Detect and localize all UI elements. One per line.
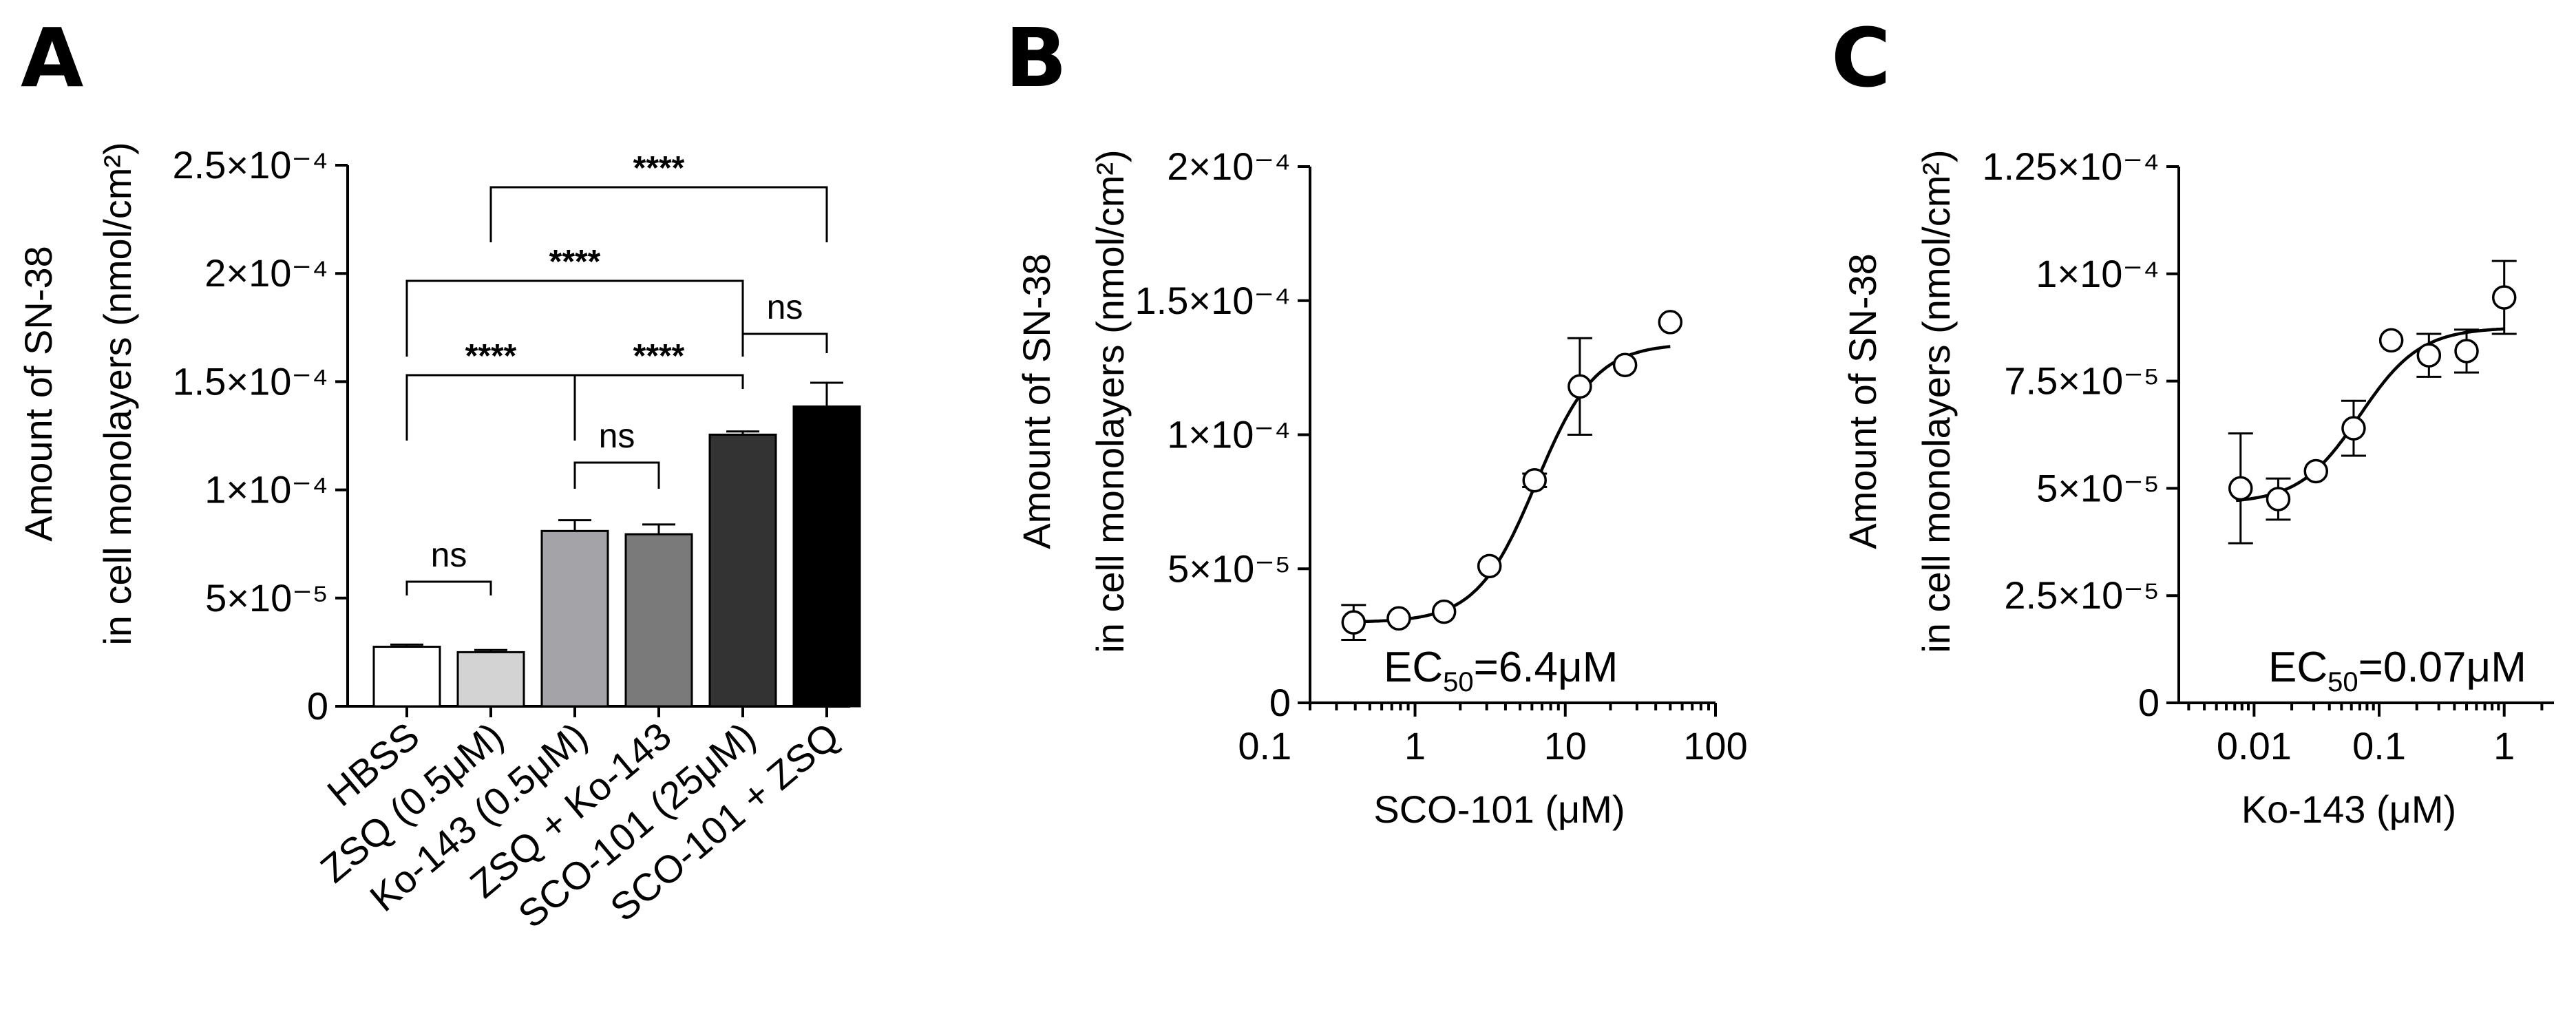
- y-tick-label-a: 2×10⁻⁴: [204, 251, 328, 295]
- panel-label-c: C: [1831, 10, 1891, 105]
- y-tick-label: 7.5×10⁻⁵: [2004, 359, 2160, 403]
- y-tick-label: 0: [2138, 681, 2160, 724]
- data-point: [1522, 467, 1547, 493]
- y-axis-title-a-line2: in cell monolayers (nmol/cm²): [96, 142, 139, 645]
- significance-bracket: [489, 186, 828, 242]
- bar-1: [456, 651, 525, 708]
- y-tick-label-a: 2.5×10⁻⁴: [173, 143, 328, 187]
- x-tick-label: 100: [1683, 724, 1747, 768]
- x-axis-title-c: Ko-143 (μM): [2241, 788, 2456, 831]
- significance-bracket: [573, 374, 744, 389]
- y-axis-title-b-line1: Amount of SN-38: [1015, 253, 1058, 549]
- x-tick-label: 0.01: [2217, 724, 2292, 768]
- data-point: [2378, 328, 2404, 353]
- y-tick-label: 5×10⁻⁵: [2036, 466, 2160, 509]
- bar-3: [624, 533, 693, 708]
- panel-label-a: A: [21, 10, 83, 105]
- data-point: [1567, 374, 1592, 399]
- data-point: [1431, 599, 1457, 624]
- significance-label: ns: [431, 536, 467, 574]
- y-axis-title-a-line1: Amount of SN-38: [17, 246, 60, 542]
- y-tick-label: 2×10⁻⁴: [1167, 145, 1291, 188]
- x-tick-label: 0.1: [1238, 724, 1291, 768]
- significance-label: ****: [633, 338, 685, 374]
- y-tick-label-a: 0: [307, 684, 328, 728]
- data-point: [1386, 606, 1411, 631]
- y-tick-label: 1×10⁻⁴: [1167, 413, 1291, 456]
- bar-4: [708, 433, 777, 708]
- data-point: [2228, 476, 2253, 501]
- significance-label: ns: [599, 416, 635, 455]
- panel-a-bar-chart: A Amount of SN-38 in cell monolayers (nm…: [17, 10, 861, 936]
- y-tick-label: 1.25×10⁻⁴: [1982, 145, 2160, 188]
- data-point: [2491, 285, 2517, 310]
- significance-bracket: [405, 580, 492, 595]
- y-tick-label-a: 1.5×10⁻⁴: [173, 359, 328, 403]
- significance-bracket: [405, 279, 744, 357]
- bar-5: [792, 405, 861, 708]
- x-tick-label: 1: [2493, 724, 2515, 768]
- data-point: [1341, 610, 1366, 635]
- significance-label: ****: [633, 150, 685, 187]
- y-tick-label: 0: [1269, 681, 1291, 724]
- y-tick-label: 1.5×10⁻⁴: [1135, 279, 1291, 322]
- data-point: [2454, 339, 2479, 363]
- data-point: [2266, 487, 2291, 511]
- y-tick-label: 1×10⁻⁴: [2036, 252, 2160, 295]
- significance-bracket: [573, 461, 660, 489]
- x-tick-label: 1: [1404, 724, 1426, 768]
- data-point: [2416, 343, 2442, 368]
- panel-b-dose-response: B Amount of SN-38 in cell monolayers (nm…: [1005, 10, 1748, 831]
- bar-0: [372, 646, 441, 708]
- y-tick-label-a: 5×10⁻⁵: [205, 576, 328, 620]
- y-axis-title-c-line2: in cell monolayers (nmol/cm²): [1914, 149, 1958, 653]
- significance-label: ****: [549, 244, 601, 280]
- fit-curve: [1348, 345, 1671, 624]
- x-tick-label: 0.1: [2352, 724, 2406, 768]
- y-axis-title-c-line1: Amount of SN-38: [1841, 253, 1884, 549]
- significance-label: ns: [767, 288, 803, 326]
- significance-label: ****: [465, 338, 517, 374]
- y-tick-label: 5×10⁻⁵: [1168, 547, 1291, 590]
- data-point: [1658, 310, 1683, 335]
- data-point: [1477, 553, 1502, 579]
- ec50-label-b: EC50=6.4μM: [1384, 644, 1618, 697]
- y-axis-title-b-line2: in cell monolayers (nmol/cm²): [1088, 149, 1132, 653]
- y-tick-label: 2.5×10⁻⁵: [2004, 573, 2160, 617]
- panel-label-b: B: [1005, 10, 1067, 105]
- significance-bracket: [741, 332, 828, 353]
- x-tick-label: 10: [1544, 724, 1587, 768]
- panel-c-dose-response: C Amount of SN-38 in cell monolayers (nm…: [1831, 10, 2554, 831]
- significance-bracket: [405, 374, 576, 441]
- data-point: [2303, 458, 2329, 484]
- bar-2: [540, 529, 609, 708]
- data-point: [2341, 416, 2366, 441]
- ec50-label-c: EC50=0.07μM: [2268, 644, 2526, 697]
- data-point: [1612, 352, 1638, 377]
- y-tick-label-a: 1×10⁻⁴: [204, 468, 328, 511]
- x-axis-title-b: SCO-101 (μM): [1373, 788, 1625, 831]
